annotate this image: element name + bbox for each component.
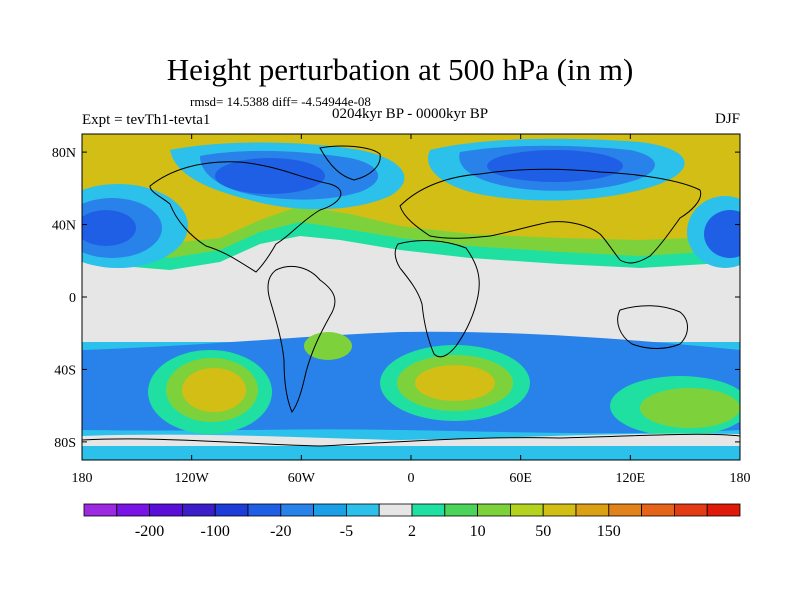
colorbar-swatch	[575, 503, 610, 517]
contour-south-indian-high-inner	[640, 388, 740, 428]
colorbar-label: 150	[597, 523, 621, 540]
colorbar-label: -5	[340, 523, 353, 540]
contour-south-pacific-high-core	[182, 368, 246, 412]
contour-pacific-low-core	[82, 210, 136, 246]
colorbar-swatch	[477, 503, 511, 517]
period-subtitle: 0204kyr BP - 0000kyr BP	[331, 106, 489, 122]
experiment-label: Expt = tevTh1-tevta1	[82, 112, 211, 128]
colorbar-label: -200	[135, 523, 164, 540]
colorbar-swatch	[509, 503, 544, 517]
contour-ne-pacific-low-inner	[704, 210, 740, 258]
coast-south-america	[267, 265, 336, 413]
x-tick-label: 180	[72, 471, 93, 486]
colorbar: -200 -100 -20 -5 2 10 50 150	[83, 503, 741, 540]
x-tick-label: 120W	[175, 471, 210, 486]
colorbar-swatch	[247, 503, 282, 517]
contour-arctic-america-low-core	[215, 158, 325, 194]
plot-title: Height perturbation at 500 hPa (in m)	[166, 52, 634, 87]
x-tick-label: 60W	[288, 471, 316, 486]
colorbar-swatch	[214, 503, 249, 517]
colorbar-label: -100	[201, 523, 230, 540]
colorbar-swatch	[608, 503, 642, 517]
y-tick-label: 80S	[54, 436, 76, 451]
x-tick-label: 120E	[616, 471, 646, 486]
rmsd-stats: rmsd= 14.5388 diff= -4.54944e-08	[190, 94, 371, 109]
coast-australia	[617, 305, 688, 349]
y-tick-label: 40N	[52, 219, 76, 234]
colorbar-swatch	[181, 503, 216, 517]
contour-field	[82, 134, 740, 460]
contour-south-america-low	[304, 332, 352, 360]
coast-eurasia	[399, 168, 702, 264]
coast-greenland	[319, 145, 381, 181]
colorbar-label: 10	[470, 523, 486, 540]
colorbar-swatch	[706, 503, 741, 517]
x-axis: 180 120W 60W 0 60E 120E 180	[72, 134, 751, 486]
colorbar-swatch	[674, 503, 708, 517]
season-label: DJF	[714, 111, 740, 127]
coast-antarctica	[82, 433, 740, 447]
colorbar-swatch	[116, 503, 151, 517]
colorbar-swatch	[444, 503, 478, 517]
y-tick-label: 80N	[52, 146, 76, 161]
colorbar-label: 50	[535, 523, 551, 540]
colorbar-swatch	[83, 503, 118, 517]
colorbar-swatch	[411, 503, 446, 517]
colorbar-swatch	[378, 503, 413, 517]
y-tick-label: 0	[69, 291, 76, 306]
colorbar-swatch	[280, 503, 314, 517]
x-tick-label: 60E	[509, 471, 532, 486]
y-axis: 80N 40N 0 40S 80S	[52, 146, 740, 451]
continent-outlines	[82, 145, 740, 447]
colorbar-label: 2	[408, 523, 416, 540]
contour-south-atlantic-high-core	[415, 365, 495, 401]
colorbar-label: -20	[270, 523, 291, 540]
colorbar-swatch	[313, 503, 347, 517]
coast-africa	[394, 240, 480, 358]
colorbar-swatch	[641, 503, 675, 517]
y-tick-label: 40S	[54, 363, 76, 378]
colorbar-swatch	[345, 503, 380, 517]
x-tick-label: 0	[408, 471, 415, 486]
colorbar-swatch	[542, 503, 577, 517]
colorbar-swatch	[149, 503, 183, 517]
x-tick-label: 180	[730, 471, 751, 486]
coast-north-america	[149, 161, 342, 273]
contour-eurasia-low-core	[487, 150, 623, 182]
